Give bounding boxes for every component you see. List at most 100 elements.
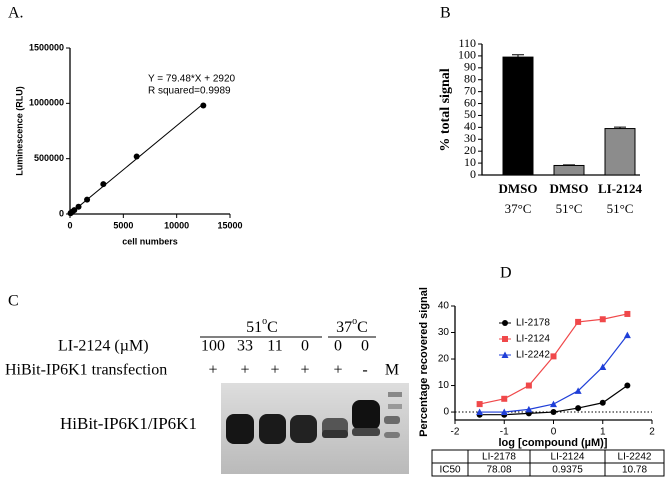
annotation: Y = 79.48*X + 2920 bbox=[148, 74, 236, 85]
error-bar bbox=[563, 164, 575, 166]
y-tick-label: 0 bbox=[443, 407, 449, 418]
error-bar bbox=[614, 126, 626, 129]
transfection-mark: + bbox=[333, 362, 342, 379]
y-tick-label: 10 bbox=[438, 380, 450, 391]
marker bbox=[550, 400, 557, 408]
x-tick-label: -1 bbox=[500, 427, 509, 438]
panel-label: B bbox=[440, 5, 451, 22]
annotation: R squared=0.9989 bbox=[148, 86, 231, 97]
point bbox=[200, 102, 207, 109]
x-axis-label: log [compound (µM)] bbox=[499, 437, 608, 449]
y-tick-label: 20 bbox=[438, 354, 450, 365]
x-tick-label: 10000 bbox=[164, 220, 189, 230]
panel-label: A. bbox=[8, 5, 24, 22]
x-tick-label: 15000 bbox=[217, 220, 242, 230]
point bbox=[71, 207, 78, 214]
transfection-mark: + bbox=[240, 362, 249, 379]
table-header: LI-2178 bbox=[482, 452, 516, 463]
bar bbox=[553, 164, 585, 176]
y-tick-label: 0 bbox=[59, 208, 64, 218]
marker-label: M bbox=[385, 362, 399, 379]
marker bbox=[476, 401, 483, 408]
category-sublabel: 51°C bbox=[607, 201, 634, 216]
marker bbox=[575, 318, 582, 325]
marker bbox=[476, 408, 484, 416]
transfection-mark: + bbox=[208, 362, 217, 379]
category-label: DMSO bbox=[550, 181, 589, 196]
x-tick-label: 5000 bbox=[113, 220, 133, 230]
marker bbox=[502, 336, 508, 342]
x-tick-label: 1 bbox=[600, 427, 606, 438]
y-tick-label: 40 bbox=[438, 301, 450, 312]
band-label: HiBit-IP6K1/IP6K1 bbox=[60, 414, 197, 433]
marker bbox=[550, 409, 557, 416]
marker bbox=[599, 399, 606, 406]
transfection-mark: - bbox=[362, 362, 367, 379]
table-header: LI-2124 bbox=[551, 452, 585, 463]
y-tick-label: 50 bbox=[464, 107, 476, 121]
marker bbox=[500, 408, 508, 416]
marker bbox=[599, 316, 606, 323]
y-tick-label: 40 bbox=[464, 119, 476, 133]
marker bbox=[624, 310, 631, 317]
table-header: LI-2242 bbox=[618, 452, 652, 463]
legend-label: LI-2178 bbox=[516, 318, 550, 329]
y-axis-label: % total signal bbox=[438, 68, 453, 151]
y-tick-label: 1500000 bbox=[29, 42, 64, 52]
category-label: LI-2124 bbox=[598, 181, 643, 196]
category-sublabel: 51°C bbox=[556, 201, 583, 216]
x-tick-label: -2 bbox=[451, 427, 460, 438]
x-axis-label: cell numbers bbox=[122, 236, 178, 246]
point bbox=[75, 203, 82, 210]
bar bbox=[502, 56, 534, 176]
marker bbox=[574, 387, 582, 394]
table-row-label: IC50 bbox=[439, 465, 461, 476]
table-cell: 78.08 bbox=[486, 465, 511, 476]
marker bbox=[502, 320, 508, 326]
y-tick-label: 110 bbox=[458, 36, 476, 50]
dose-label: 0 bbox=[361, 338, 369, 355]
error-bar bbox=[512, 54, 524, 58]
marker bbox=[623, 331, 631, 339]
marker bbox=[525, 405, 533, 413]
temperature: 37oC bbox=[336, 316, 368, 335]
point bbox=[100, 181, 107, 188]
temperature: 51oC bbox=[246, 316, 278, 335]
dose-label: 11 bbox=[267, 338, 282, 355]
y-tick-label: 0 bbox=[470, 167, 476, 181]
y-tick-label: 10 bbox=[464, 155, 476, 169]
marker bbox=[550, 353, 557, 360]
category-label: DMSO bbox=[499, 181, 538, 196]
marker bbox=[599, 363, 607, 370]
row-label: LI-2124 (µM) bbox=[58, 338, 149, 355]
marker bbox=[525, 382, 532, 389]
dose-label: 0 bbox=[334, 338, 342, 355]
y-tick-label: 500000 bbox=[34, 153, 64, 163]
dose-label: 0 bbox=[301, 338, 309, 355]
y-tick-label: 30 bbox=[438, 327, 450, 338]
panel-label: C bbox=[8, 293, 19, 310]
bar bbox=[604, 128, 636, 176]
legend-label: LI-2242 bbox=[516, 350, 550, 361]
dose-label: 33 bbox=[237, 338, 253, 355]
x-tick-label: 0 bbox=[551, 427, 557, 438]
marker bbox=[501, 351, 509, 358]
row-label: HiBit-IP6K1 transfection bbox=[5, 362, 167, 379]
legend-label: LI-2124 bbox=[516, 334, 550, 345]
panel-label: D bbox=[500, 265, 512, 282]
y-tick-label: 80 bbox=[464, 71, 476, 85]
x-tick-label: 0 bbox=[67, 220, 72, 230]
y-tick-label: 60 bbox=[464, 95, 476, 109]
y-tick-label: 90 bbox=[464, 60, 476, 74]
y-tick-label: 30 bbox=[464, 131, 476, 145]
marker bbox=[575, 405, 582, 412]
transfection-mark: + bbox=[300, 362, 309, 379]
table-cell: 0.9375 bbox=[552, 465, 583, 476]
marker bbox=[501, 395, 508, 402]
y-axis-label: Luminescence (RLU) bbox=[14, 86, 24, 176]
y-tick-label: 20 bbox=[464, 143, 476, 157]
y-tick-label: 1000000 bbox=[29, 98, 64, 108]
table-cell: 10.78 bbox=[622, 465, 647, 476]
dose-label: 100 bbox=[201, 338, 225, 355]
